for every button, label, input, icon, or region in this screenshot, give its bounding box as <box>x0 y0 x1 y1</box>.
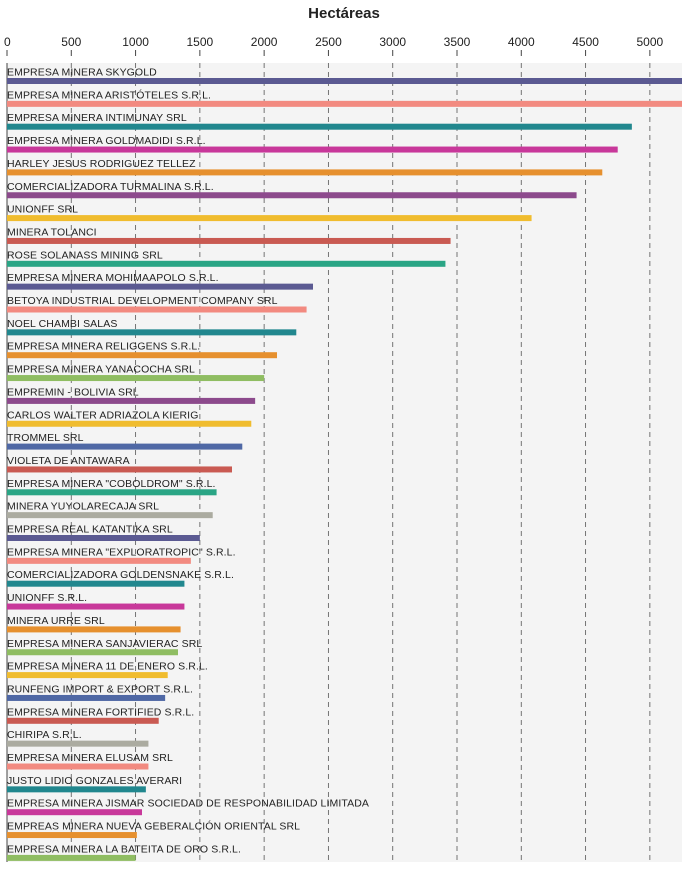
x-tick-label: 1000 <box>122 35 149 49</box>
bar <box>7 397 256 404</box>
x-tick-label: 5000 <box>637 35 664 49</box>
category-label: EMPRESA MINERA GOLDMADIDI S.R.L. <box>7 135 206 147</box>
category-label: COMERCIALIZADORA GOLDENSNAKE S.R.L. <box>7 569 234 581</box>
category-label: HARLEY JESUS RODRIGUEZ TELLEZ <box>7 158 196 170</box>
category-label: EMPRESA MINERA MOHIMAAPOLO S.R.L. <box>7 272 219 284</box>
bar <box>7 626 181 633</box>
bar <box>7 375 265 382</box>
bar <box>7 489 217 496</box>
bar <box>7 786 146 793</box>
category-label: CARLOS WALTER ADRIAZOLA KIERIG <box>7 409 198 421</box>
category-label: EMPRESA MINERA "EXPLORATROPIC" S.R.L. <box>7 546 236 558</box>
bar <box>7 169 603 176</box>
bar <box>7 717 159 724</box>
bar <box>7 329 297 336</box>
x-tick-label: 3500 <box>444 35 471 49</box>
bar <box>7 78 682 84</box>
category-label: CHIRIPA S.R.L. <box>7 729 82 741</box>
bar <box>7 763 149 770</box>
x-tick-label: 0 <box>4 35 11 49</box>
category-label: EMPRESA MINERA 11 DE ENERO S.R.L. <box>7 661 208 673</box>
bar <box>7 215 532 222</box>
category-label: EMPRESA MINERA LA BATEITA DE ORO S.R.L. <box>7 843 241 855</box>
bar <box>7 672 168 679</box>
x-tick-label: 2000 <box>251 35 278 49</box>
bar <box>7 443 243 450</box>
bar <box>7 352 277 359</box>
bar <box>7 809 142 816</box>
category-label: EMPRESA MINERA ELUSAM SRL <box>7 752 173 764</box>
category-label: ROSE SOLANASS MINING SRL <box>7 249 163 261</box>
bar <box>7 192 577 199</box>
bar <box>7 260 446 267</box>
category-label: JUSTO LIDIO GONZALES AVERARI <box>7 775 182 787</box>
category-label: EMPREAS MINERA NUEVA GEBERALCIÓN ORIENTA… <box>7 820 300 833</box>
x-axis-ticks: 0 500 1000 1500 2000 2500 3000 3500 4000 4500 5000 <box>4 35 664 56</box>
category-label: MINERA TOLANCI <box>7 226 97 238</box>
bar <box>7 283 313 290</box>
bar <box>7 535 200 541</box>
category-label: VIOLETA DE ANTAWARA <box>7 455 130 467</box>
x-tick-label: 1500 <box>187 35 214 49</box>
category-label: MINERA YUYOLARECAJA SRL <box>7 501 159 513</box>
bar <box>7 580 185 587</box>
bar <box>7 237 451 244</box>
category-label: UNIONFF S.R.L. <box>7 592 87 604</box>
category-label: EMPRESA MINERA SANJAVIERAC SRL <box>7 638 202 650</box>
bar <box>7 146 618 153</box>
bars <box>7 78 682 861</box>
category-label: UNIONFF SRL <box>7 204 78 216</box>
category-label: TROMMEL SRL <box>7 432 84 444</box>
category-label: EMPRESA MINERA INTIMUNAY SRL <box>7 112 187 124</box>
bar <box>7 100 682 107</box>
category-label: NOEL CHAMBI SALAS <box>7 318 117 330</box>
bar <box>7 603 185 610</box>
bar <box>7 123 632 130</box>
category-label: EMPRESA MINERA ARISTÓTELES S.R.L. <box>7 88 211 101</box>
category-label: EMPRESA MINERA FORTIFIED S.R.L. <box>7 706 194 718</box>
x-tick-label: 3000 <box>379 35 406 49</box>
category-label: EMPRESA MINERA RELIGGENS S.R.L. <box>7 341 200 353</box>
category-label: RUNFENG IMPORT & EXPORT S.R.L. <box>7 683 193 695</box>
x-tick-label: 500 <box>61 35 81 49</box>
bar <box>7 420 252 427</box>
category-label: EMPRESA MINERA SKYGOLD <box>7 67 157 79</box>
category-label: MINERA URRE SRL <box>7 615 105 627</box>
bar <box>7 557 191 564</box>
x-tick-label: 4500 <box>572 35 599 49</box>
x-tick-label: 4000 <box>508 35 535 49</box>
bar <box>7 649 178 656</box>
category-label: EMPRESA MINERA YANACOCHA SRL <box>7 364 195 376</box>
bar <box>7 740 149 747</box>
category-label: BETOYA INDUSTRIAL DEVELOPMENT COMPANY SR… <box>7 295 278 307</box>
bar <box>7 306 307 313</box>
category-label: EMPRESA MINERA JISMAR SOCIEDAD DE RESPON… <box>7 798 369 810</box>
bar <box>7 694 166 701</box>
chart-title: Hectáreas <box>308 5 380 22</box>
bar <box>7 466 232 473</box>
category-label: COMERCIALIZADORA TURMALINA S.R.L. <box>7 181 214 193</box>
category-label: EMPRESA REAL KATANTIKA SRL <box>7 524 173 536</box>
bar <box>7 854 136 861</box>
bar <box>7 512 213 519</box>
category-label: EMPREMIN - BOLIVIA SRL <box>7 386 139 398</box>
bar <box>7 832 137 839</box>
category-label: EMPRESA MINERA "COBOLDROM" S.R.L. <box>7 478 216 490</box>
category-labels: EMPRESA MINERA SKYGOLD EMPRESA MINERA ARI… <box>7 67 369 856</box>
x-tick-label: 2500 <box>315 35 342 49</box>
